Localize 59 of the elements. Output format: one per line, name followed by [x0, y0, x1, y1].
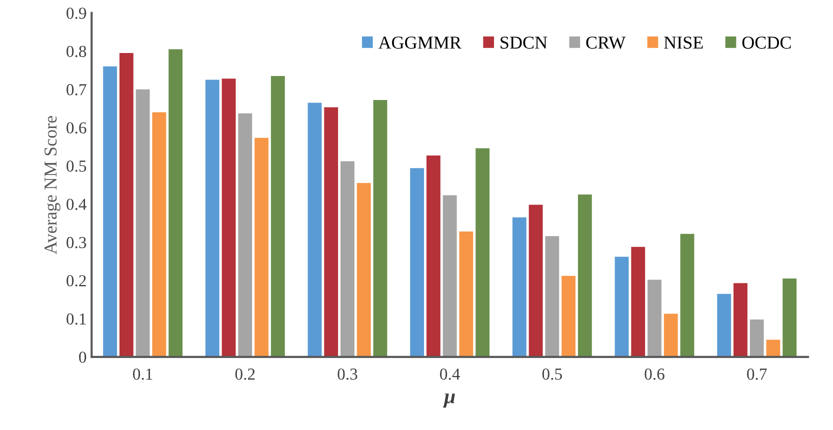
- bar: [459, 232, 474, 357]
- y-axis-title: Average NM Score: [44, 116, 60, 254]
- bar: [562, 276, 576, 357]
- y-tick-label: 0.2: [66, 275, 86, 286]
- bar: [512, 217, 526, 357]
- bar: [476, 148, 490, 357]
- y-tick-label: 0.6: [66, 122, 86, 134]
- bar: [426, 155, 440, 357]
- x-tick-label: 0.2: [235, 368, 255, 380]
- bar: [750, 319, 764, 357]
- x-tick-label: 0.3: [338, 368, 358, 380]
- bar: [631, 246, 646, 357]
- bar: [717, 294, 732, 357]
- bar: [238, 113, 252, 357]
- legend-label: NISE: [664, 36, 703, 49]
- y-tick-label: 0.4: [66, 198, 87, 210]
- bar: [103, 66, 118, 357]
- bar: [648, 280, 662, 357]
- bar: [205, 80, 220, 357]
- bar: [442, 195, 457, 357]
- x-tick-label: 0.5: [542, 368, 562, 380]
- bar: [664, 314, 678, 357]
- bar: [528, 204, 543, 357]
- legend-label: CRW: [586, 36, 626, 49]
- bar: [545, 236, 560, 357]
- legend-label: AGGMMR: [378, 36, 462, 49]
- y-tick-label: 0.3: [66, 236, 86, 248]
- bar: [782, 278, 797, 357]
- bar: [578, 194, 592, 357]
- bar: [222, 78, 236, 357]
- bar: [680, 234, 694, 357]
- bar: [614, 256, 629, 357]
- bar: [734, 283, 748, 357]
- legend-label: SDCN: [500, 36, 548, 49]
- x-tick-label: 0.6: [644, 368, 664, 380]
- x-tick-label: 0.4: [440, 368, 460, 380]
- bar: [168, 49, 183, 357]
- y-tick-label: 0.7: [66, 84, 86, 96]
- bar: [308, 102, 322, 357]
- x-tick-label: 0.1: [133, 368, 152, 380]
- bar: [373, 100, 388, 357]
- y-tick-label: 0.8: [66, 46, 86, 58]
- bar: [324, 107, 338, 357]
- bar: [356, 182, 371, 357]
- bar: [766, 340, 780, 357]
- bar: [270, 76, 285, 357]
- bar: [152, 112, 166, 357]
- bar: [119, 53, 134, 357]
- x-axis-title: μ: [443, 394, 455, 408]
- bar: [254, 138, 268, 357]
- bar: [340, 161, 354, 357]
- y-tick-label: 0.9: [66, 8, 86, 19]
- y-tick-label: 0: [79, 352, 86, 363]
- y-tick-label: 0.1: [66, 313, 86, 325]
- x-tick-label: 0.7: [747, 368, 767, 380]
- y-tick-label: 0.5: [66, 160, 86, 172]
- bar: [136, 89, 150, 357]
- bar: [410, 168, 424, 357]
- legend-label: OCDC: [742, 36, 791, 49]
